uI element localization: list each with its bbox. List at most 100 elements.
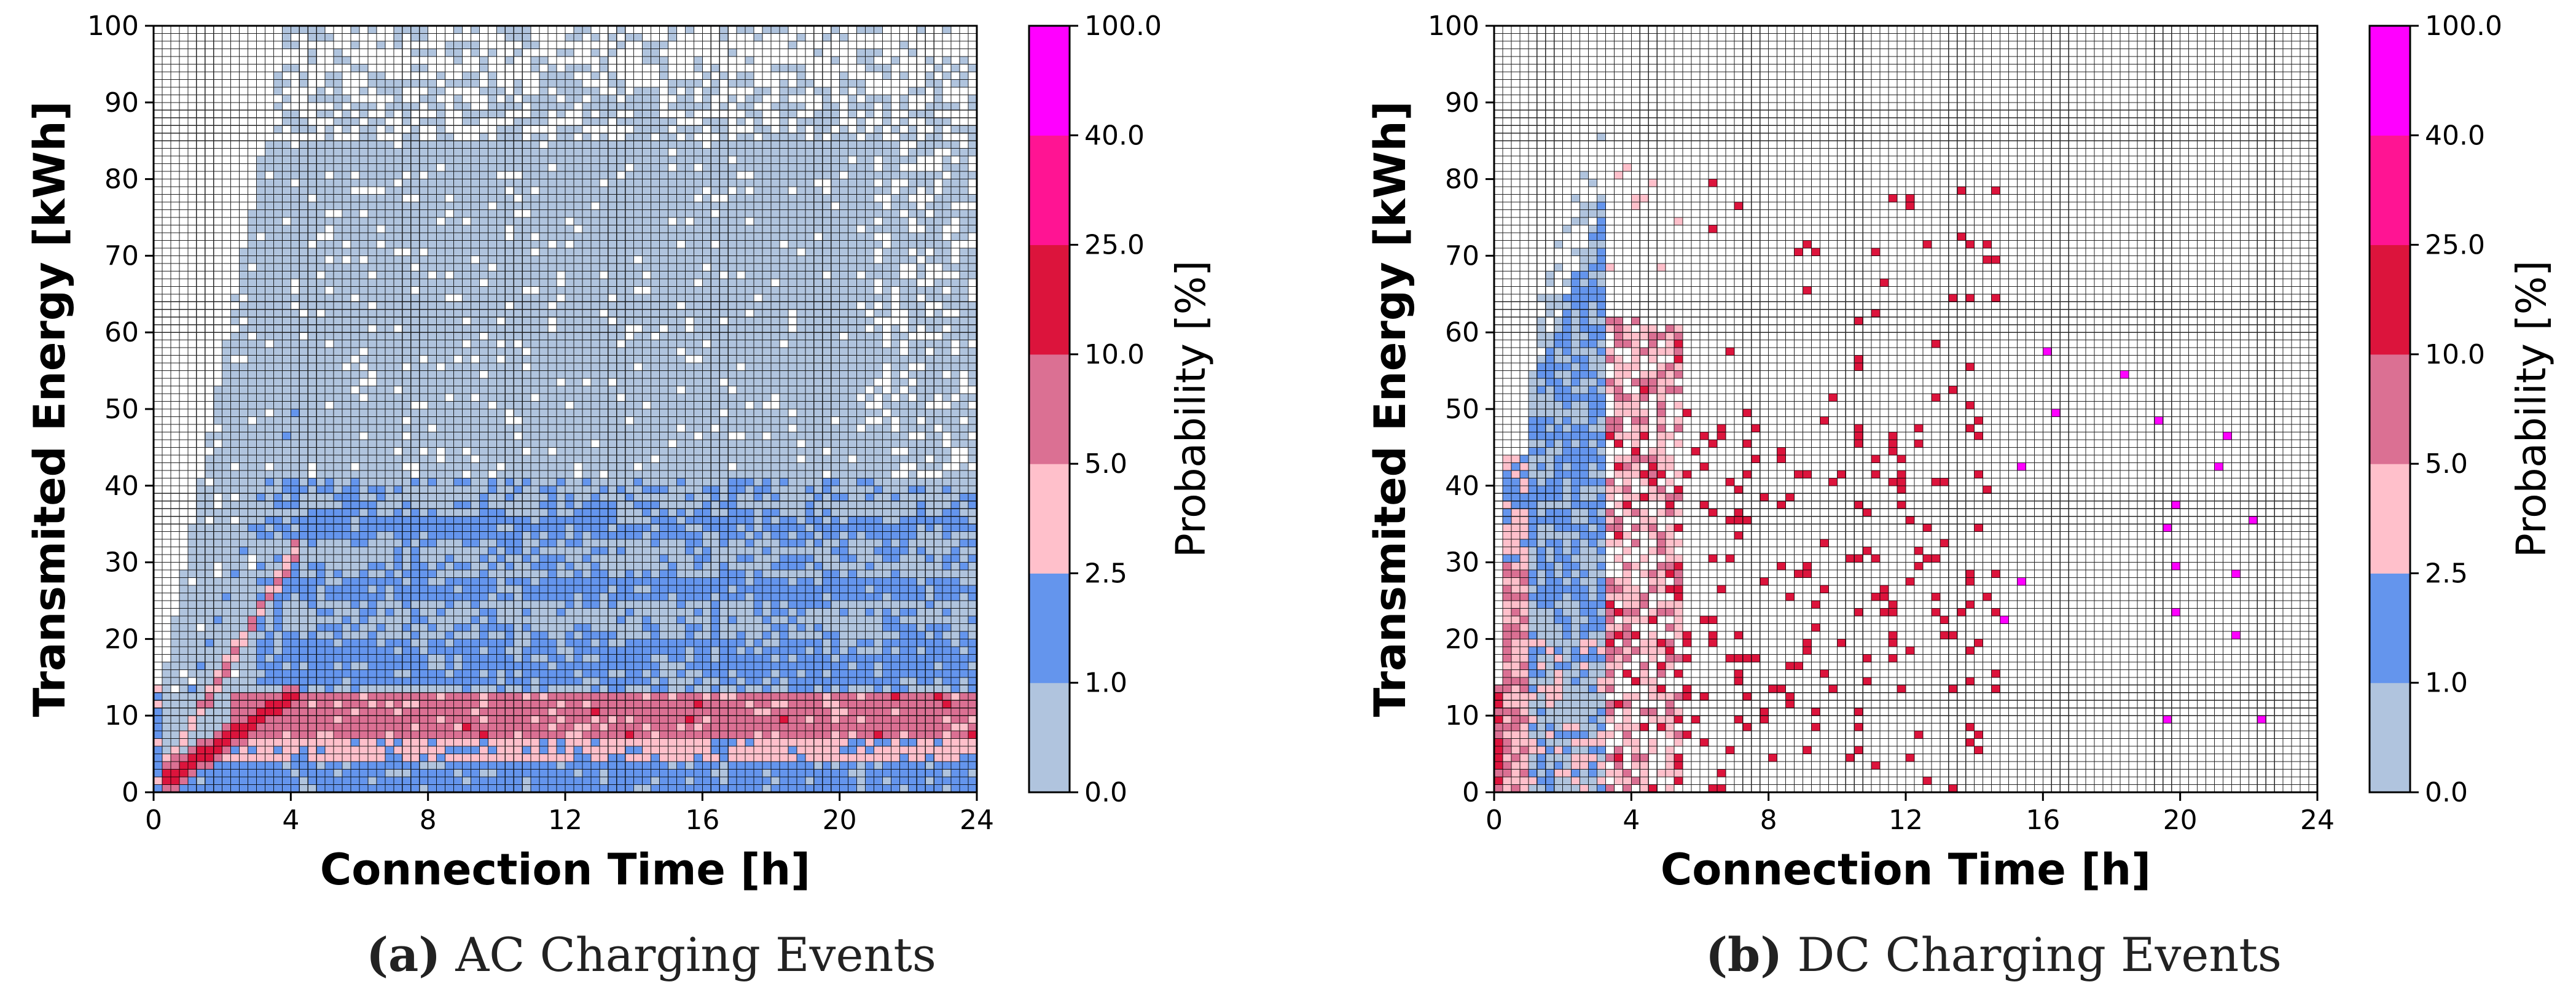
heatmap-cell: [539, 187, 549, 195]
heatmap-cell: [196, 485, 206, 494]
heatmap-cell: [213, 700, 223, 709]
heatmap-cell: [385, 692, 394, 701]
heatmap-cell: [633, 202, 643, 211]
heatmap-cell: [162, 731, 171, 739]
heatmap-cell: [496, 570, 506, 579]
heatmap-cell: [393, 202, 403, 211]
heatmap-cell: [325, 278, 334, 287]
heatmap-cell: [351, 117, 360, 126]
heatmap-cell: [299, 593, 308, 601]
heatmap-cell: [676, 585, 686, 594]
heatmap-cell: [351, 179, 360, 187]
heatmap-cell: [385, 409, 394, 417]
heatmap-cell: [471, 432, 480, 440]
heatmap-cell: [428, 355, 437, 364]
heatmap-cell: [334, 401, 343, 410]
heatmap-cell: [633, 631, 643, 639]
heatmap-cell: [162, 738, 171, 747]
heatmap-cell: [522, 340, 531, 348]
heatmap-cell: [410, 754, 420, 762]
heatmap-cell: [359, 370, 369, 379]
heatmap-cell: [522, 117, 531, 126]
heatmap-cell: [539, 601, 549, 609]
heatmap-cell: [334, 509, 343, 517]
heatmap-cell: [334, 232, 343, 241]
heatmap-cell: [222, 394, 232, 402]
heatmap-cell: [419, 202, 429, 211]
heatmap-cell: [694, 700, 703, 709]
heatmap-cell: [565, 784, 574, 793]
heatmap-cell: [282, 777, 291, 786]
heatmap-cell: [676, 271, 686, 279]
heatmap-cell: [453, 141, 463, 149]
heatmap-cell: [642, 332, 652, 341]
heatmap-cell: [488, 516, 497, 524]
heatmap-cell: [625, 593, 635, 601]
heatmap-cell: [273, 631, 283, 639]
heatmap-cell: [642, 777, 652, 786]
heatmap-cell: [557, 248, 566, 256]
heatmap-cell: [659, 332, 668, 341]
heatmap-cell: [531, 363, 540, 372]
heatmap-cell: [676, 746, 686, 755]
heatmap-cell: [393, 754, 403, 762]
heatmap-cell: [239, 271, 249, 279]
heatmap-cell: [436, 501, 446, 509]
heatmap-cell: [410, 516, 420, 524]
heatmap-cell: [676, 263, 686, 271]
heatmap-cell: [248, 340, 257, 348]
heatmap-cell: [282, 424, 291, 432]
heatmap-cell: [308, 171, 317, 180]
heatmap-cell: [291, 454, 300, 463]
heatmap-cell: [514, 424, 523, 432]
heatmap-cell: [659, 631, 668, 639]
heatmap-cell: [334, 225, 343, 233]
heatmap-cell: [599, 340, 609, 348]
heatmap-cell: [668, 409, 677, 417]
heatmap-cell: [282, 348, 291, 356]
heatmap-cell: [342, 723, 351, 731]
heatmap-cell: [410, 171, 420, 180]
heatmap-cell: [445, 454, 455, 463]
heatmap-cell: [608, 555, 617, 563]
heatmap-cell: [385, 738, 394, 747]
heatmap-cell: [196, 555, 206, 563]
heatmap-cell: [694, 601, 703, 609]
heatmap-cell: [488, 677, 497, 685]
heatmap-cell: [633, 378, 643, 387]
heatmap-cell: [633, 33, 643, 42]
heatmap-cell: [659, 615, 668, 624]
heatmap-cell: [453, 631, 463, 639]
heatmap-cell: [402, 240, 412, 249]
heatmap-cell: [342, 332, 351, 341]
heatmap-cell: [496, 271, 506, 279]
heatmap-cell: [488, 248, 497, 256]
heatmap-cell: [308, 516, 317, 524]
heatmap-cell: [436, 493, 446, 502]
heatmap-cell: [273, 601, 283, 609]
heatmap-cell: [325, 769, 334, 778]
heatmap-cell: [659, 746, 668, 755]
heatmap-cell: [265, 179, 274, 187]
heatmap-cell: [642, 163, 652, 172]
heatmap-cell: [625, 685, 635, 693]
heatmap-cell: [659, 623, 668, 632]
heatmap-cell: [402, 762, 412, 770]
heatmap-cell: [633, 225, 643, 233]
heatmap-cell: [308, 141, 317, 149]
heatmap-cell: [428, 547, 437, 555]
heatmap-cell: [608, 493, 617, 502]
heatmap-cell: [436, 593, 446, 601]
heatmap-cell: [410, 539, 420, 548]
heatmap-panel-a: 0 4 8 12 16 20 240102030405060708090100Connect…: [25, 10, 1215, 895]
heatmap-cell: [651, 470, 660, 478]
heatmap-cell: [531, 340, 540, 348]
heatmap-cell: [659, 271, 668, 279]
heatmap-cell: [582, 278, 592, 287]
heatmap-cell: [367, 102, 377, 111]
heatmap-cell: [282, 547, 291, 555]
heatmap-cell: [187, 524, 197, 532]
heatmap-cell: [402, 148, 412, 157]
heatmap-cell: [325, 601, 334, 609]
heatmap-cell: [548, 669, 557, 678]
